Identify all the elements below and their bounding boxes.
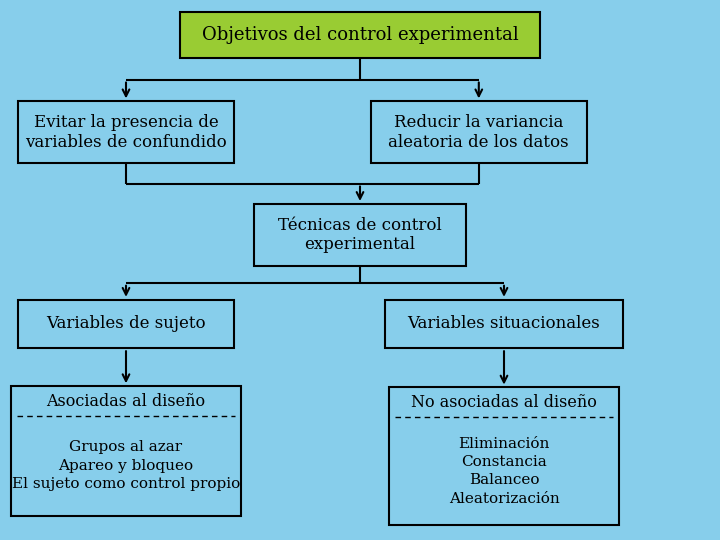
FancyBboxPatch shape — [18, 102, 234, 163]
Text: Variables de sujeto: Variables de sujeto — [46, 315, 206, 333]
Text: Evitar la presencia de
variables de confundido: Evitar la presencia de variables de conf… — [25, 114, 227, 151]
Text: Grupos al azar
Apareo y bloqueo
El sujeto como control propio: Grupos al azar Apareo y bloqueo El sujet… — [12, 440, 240, 491]
Text: Eliminación
Constancia
Balanceo
Aleatorización: Eliminación Constancia Balanceo Aleatori… — [449, 436, 559, 506]
Text: Técnicas de control
experimental: Técnicas de control experimental — [278, 217, 442, 253]
FancyBboxPatch shape — [254, 204, 467, 266]
FancyBboxPatch shape — [389, 388, 619, 525]
Text: Variables situacionales: Variables situacionales — [408, 315, 600, 333]
Text: Objetivos del control experimental: Objetivos del control experimental — [202, 26, 518, 44]
FancyBboxPatch shape — [385, 300, 623, 348]
Text: Reducir la variancia
aleatoria de los datos: Reducir la variancia aleatoria de los da… — [389, 114, 569, 151]
FancyBboxPatch shape — [18, 300, 234, 348]
FancyBboxPatch shape — [11, 386, 241, 516]
Text: Asociadas al diseño: Asociadas al diseño — [46, 393, 206, 410]
FancyBboxPatch shape — [371, 102, 587, 163]
FancyBboxPatch shape — [180, 12, 540, 58]
Text: No asociadas al diseño: No asociadas al diseño — [411, 394, 597, 411]
